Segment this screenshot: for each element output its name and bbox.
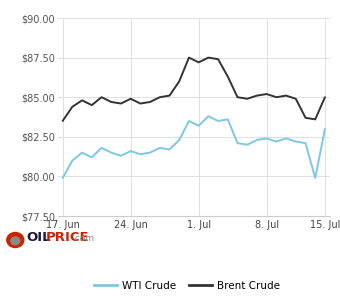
Legend: WTI Crude, Brent Crude: WTI Crude, Brent Crude — [90, 277, 284, 295]
Text: PRICE: PRICE — [46, 231, 89, 244]
Text: .com: .com — [72, 234, 94, 243]
Text: OIL: OIL — [27, 231, 51, 244]
